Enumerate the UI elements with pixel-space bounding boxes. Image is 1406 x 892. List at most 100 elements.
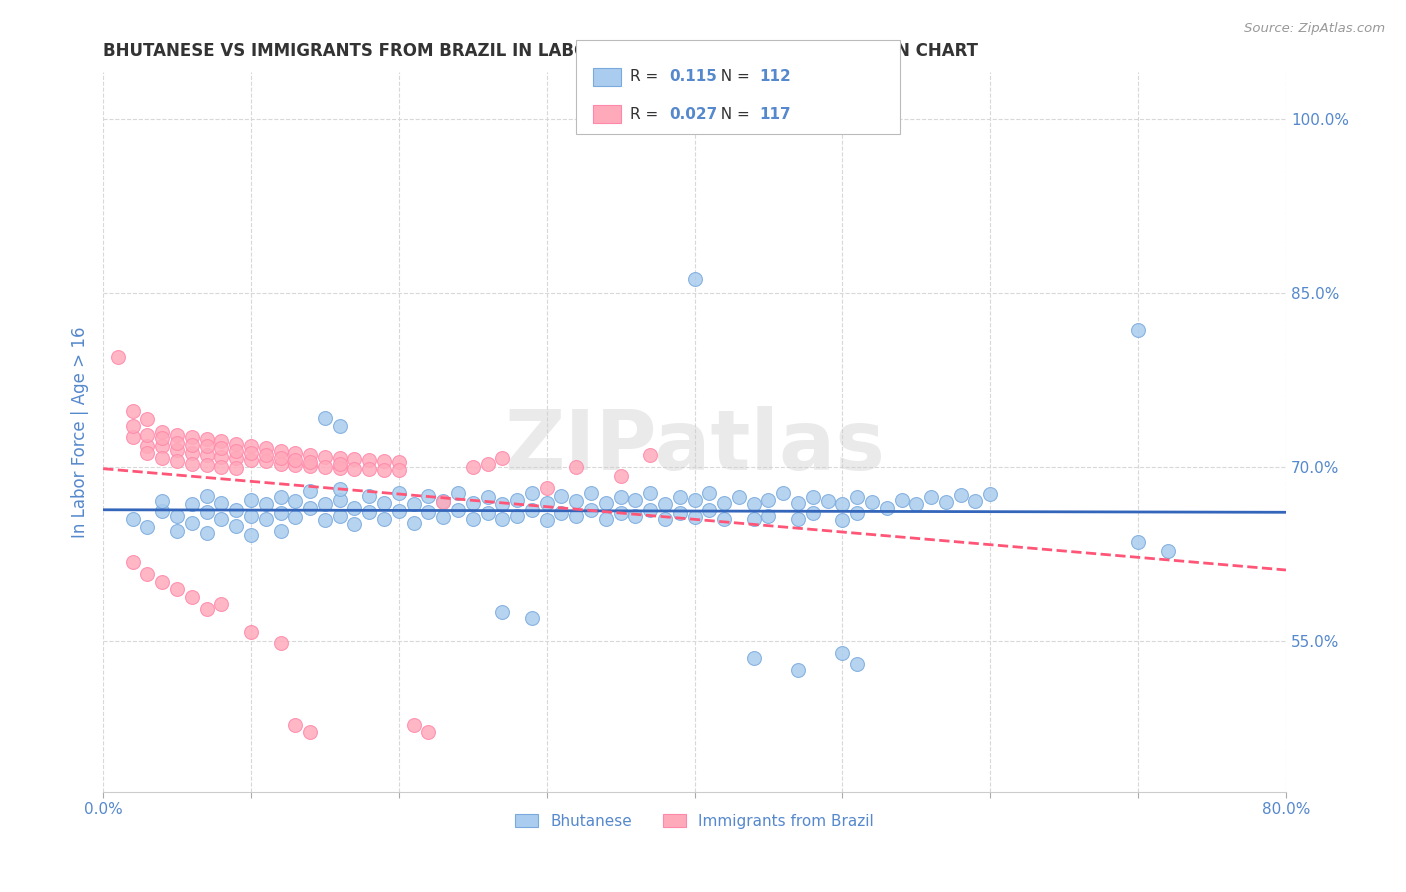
Point [240, 453, 263, 467]
Point [270, 524, 292, 538]
Point [180, 457, 202, 471]
Point [107, 350, 129, 364]
Point [314, 411, 336, 425]
Point [314, 460, 336, 475]
Point [166, 508, 188, 523]
Point [432, 493, 454, 508]
Point [166, 435, 188, 450]
Text: N =: N = [711, 106, 755, 121]
Point [209, 496, 232, 510]
Point [1126, 323, 1149, 337]
Point [520, 485, 543, 500]
Point [180, 446, 202, 460]
Text: BHUTANESE VS IMMIGRANTS FROM BRAZIL IN LABOR FORCE | AGE > 16 CORRELATION CHART: BHUTANESE VS IMMIGRANTS FROM BRAZIL IN L… [103, 42, 979, 60]
Point [150, 504, 173, 518]
Point [359, 489, 381, 503]
Point [728, 490, 751, 504]
Point [477, 490, 499, 504]
Point [654, 512, 676, 526]
Point [180, 590, 202, 604]
Point [699, 503, 721, 517]
Point [359, 505, 381, 519]
Point [195, 505, 218, 519]
Point [209, 512, 232, 526]
Point [121, 404, 143, 418]
Point [699, 485, 721, 500]
Point [742, 497, 765, 511]
Point [713, 496, 735, 510]
Point [890, 492, 912, 507]
Point [638, 449, 661, 463]
Point [240, 439, 263, 453]
Point [284, 453, 307, 467]
Point [713, 512, 735, 526]
Point [742, 512, 765, 526]
Point [299, 484, 322, 499]
Point [136, 427, 159, 442]
Point [668, 507, 690, 521]
Point [121, 419, 143, 434]
Point [801, 490, 824, 504]
Point [254, 497, 277, 511]
Point [150, 450, 173, 465]
Point [195, 432, 218, 446]
Point [758, 492, 780, 507]
Point [402, 717, 425, 731]
Point [817, 493, 839, 508]
Point [536, 481, 558, 495]
Point [329, 461, 352, 475]
Point [314, 497, 336, 511]
Point [772, 485, 794, 500]
Point [683, 509, 706, 524]
Point [831, 513, 853, 527]
Point [270, 450, 292, 465]
Point [121, 555, 143, 569]
Point [905, 497, 928, 511]
Point [299, 458, 322, 473]
Point [329, 482, 352, 496]
Point [491, 450, 513, 465]
Point [520, 503, 543, 517]
Point [447, 485, 470, 500]
Point [388, 504, 411, 518]
Point [418, 505, 440, 519]
Point [949, 488, 972, 502]
Point [225, 461, 247, 475]
Point [150, 425, 173, 440]
Point [180, 516, 202, 530]
Point [536, 513, 558, 527]
Point [136, 520, 159, 534]
Point [683, 492, 706, 507]
Y-axis label: In Labor Force | Age > 16: In Labor Force | Age > 16 [72, 326, 89, 538]
Point [831, 646, 853, 660]
Point [329, 492, 352, 507]
Point [284, 509, 307, 524]
Point [965, 493, 987, 508]
Point [166, 454, 188, 468]
Point [225, 519, 247, 533]
Point [506, 492, 529, 507]
Point [299, 500, 322, 515]
Point [240, 624, 263, 639]
Point [150, 493, 173, 508]
Point [638, 485, 661, 500]
Point [225, 503, 247, 517]
Point [180, 438, 202, 452]
Point [402, 516, 425, 530]
Point [624, 508, 647, 523]
Point [595, 496, 617, 510]
Text: R =: R = [630, 106, 664, 121]
Point [299, 449, 322, 463]
Point [359, 453, 381, 467]
Point [491, 497, 513, 511]
Point [550, 489, 572, 503]
Point [270, 507, 292, 521]
Point [150, 439, 173, 453]
Point [270, 490, 292, 504]
Point [654, 497, 676, 511]
Point [284, 493, 307, 508]
Point [432, 509, 454, 524]
Point [388, 485, 411, 500]
Point [121, 512, 143, 526]
Point [195, 439, 218, 453]
